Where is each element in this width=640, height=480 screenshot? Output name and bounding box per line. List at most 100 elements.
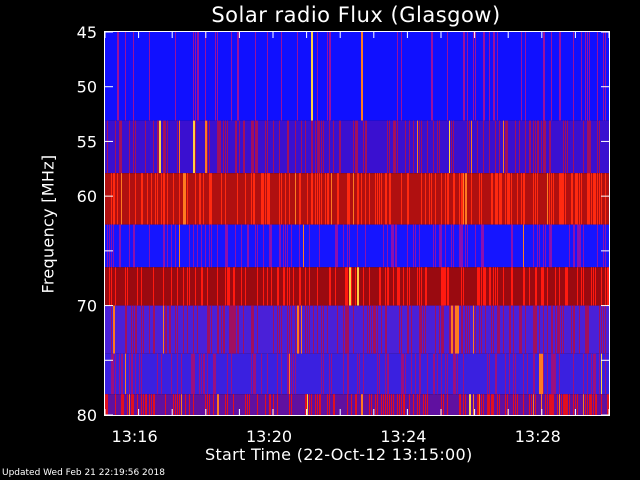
- band-4-stripe: [393, 267, 394, 306]
- band-5-stripe: [163, 305, 164, 354]
- plot-frame: [104, 31, 610, 416]
- band-6-stripe: [593, 353, 595, 395]
- band-2-stripe: [453, 173, 455, 225]
- band-5-stripe: [169, 305, 171, 354]
- band-7-stripe: [369, 394, 370, 415]
- band-4-stripe: [447, 267, 449, 306]
- band-7-stripe: [181, 394, 182, 415]
- band-1-stripe: [265, 120, 266, 174]
- band-5-stripe: [297, 305, 299, 354]
- band-1-stripe: [427, 120, 428, 174]
- band-5-stripe: [449, 305, 451, 354]
- band-5-stripe: [539, 305, 540, 354]
- band-2-stripe: [183, 173, 185, 225]
- band-4-stripe: [369, 267, 370, 306]
- band-2-stripe: [547, 173, 548, 225]
- band-1-stripe: [503, 120, 504, 174]
- band-5-stripe: [257, 305, 258, 354]
- band-7-stripe: [149, 394, 150, 415]
- band-2-stripe: [599, 173, 600, 225]
- band-7-stripe: [315, 394, 316, 415]
- band-7-stripe: [531, 394, 532, 415]
- band-1-stripe: [121, 120, 122, 174]
- band-7-stripe: [427, 394, 428, 415]
- band-6-stripe: [141, 353, 142, 395]
- band-6-stripe: [231, 353, 232, 395]
- band-2-stripe: [459, 173, 460, 225]
- band-2-stripe: [577, 173, 578, 225]
- band-3-stripe: [167, 224, 168, 268]
- band-2-stripe: [379, 173, 380, 225]
- band-0-stripe: [603, 32, 604, 121]
- band-7-stripe: [499, 394, 500, 415]
- band-7-stripe: [477, 394, 479, 415]
- band-4-stripe: [385, 267, 386, 306]
- band-7-stripe: [247, 394, 248, 415]
- band-2-stripe: [357, 173, 359, 225]
- band-7-stripe: [389, 394, 390, 415]
- band-1-stripe: [567, 120, 568, 174]
- band-4-stripe: [379, 267, 381, 306]
- band-1-stripe: [273, 120, 274, 174]
- band-0-stripe: [149, 32, 150, 121]
- band-2-stripe: [431, 173, 432, 225]
- band-6-stripe: [171, 353, 172, 395]
- band-5-stripe: [377, 305, 378, 354]
- band-4-stripe: [523, 267, 525, 306]
- band-6-stripe: [157, 353, 158, 395]
- band-7-stripe: [129, 394, 130, 415]
- band-3-stripe: [407, 224, 408, 268]
- band-0-stripe: [401, 32, 402, 121]
- band-6-stripe: [125, 353, 126, 395]
- band-2-stripe: [389, 173, 391, 225]
- band-7-stripe: [573, 394, 574, 415]
- band-1-stripe: [389, 120, 390, 174]
- band-5-stripe: [547, 305, 548, 354]
- band-4-stripe: [127, 267, 128, 306]
- spectrogram-heatmap: [105, 32, 609, 415]
- band-0-stripe: [587, 32, 588, 121]
- band-5-stripe: [485, 305, 486, 354]
- chart-title: Solar radio Flux (Glasgow): [211, 3, 501, 27]
- band-4-stripe: [293, 267, 294, 306]
- band-3-stripe: [197, 224, 198, 268]
- band-6-stripe: [379, 353, 380, 395]
- band-7-stripe: [123, 394, 124, 415]
- band-0-stripe: [255, 32, 256, 121]
- band-7-stripe: [399, 394, 400, 415]
- band-1-stripe: [295, 120, 296, 174]
- band-4-stripe: [493, 267, 494, 306]
- band-7-stripe: [565, 394, 567, 415]
- band-5-stripe: [375, 305, 376, 354]
- band-5-stripe: [519, 305, 521, 354]
- band-6-stripe: [573, 353, 574, 395]
- band-2-stripe: [461, 173, 463, 225]
- band-3-stripe: [459, 224, 461, 268]
- band-5-stripe: [475, 305, 476, 354]
- band-1-stripe: [305, 120, 306, 174]
- band-1-stripe: [225, 120, 226, 174]
- band-6-stripe: [403, 353, 404, 395]
- band-5-stripe: [113, 305, 115, 354]
- band-6-stripe: [113, 353, 114, 395]
- band-5-stripe: [207, 305, 209, 354]
- band-2-stripe: [565, 173, 566, 225]
- band-2-stripe: [595, 173, 596, 225]
- band-5-stripe: [321, 305, 322, 354]
- band-2-stripe: [325, 173, 326, 225]
- band-2-stripe: [253, 173, 255, 225]
- band-4-stripe: [503, 267, 504, 306]
- band-4-stripe: [277, 267, 279, 306]
- band-3-stripe: [533, 224, 534, 268]
- band-3-stripe: [129, 224, 130, 268]
- band-5-stripe: [367, 305, 368, 354]
- band-7-stripe: [547, 394, 548, 415]
- band-0-stripe: [197, 32, 199, 121]
- band-0-stripe: [237, 32, 239, 121]
- band-5-stripe: [111, 305, 112, 354]
- band-6-stripe: [513, 353, 514, 395]
- band-2-stripe: [349, 173, 350, 225]
- band-7-stripe: [577, 394, 578, 415]
- band-1-stripe: [255, 120, 257, 174]
- band-4-stripe: [489, 267, 491, 306]
